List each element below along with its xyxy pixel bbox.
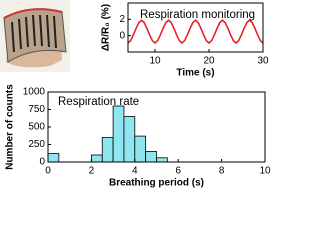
y-tick-label: 750 [28,104,45,115]
y-tick-label: 0 [119,30,125,41]
histogram-bar [101,137,114,163]
page: {"chart_data": [ {"type": "line", "annot… [0,0,271,189]
histogram-bar [134,135,147,163]
x-tick-label: 8 [219,166,225,177]
film-edge [3,8,63,19]
histogram-bar [91,154,103,163]
annotation: Respiration rate [58,96,139,108]
x-tick-label: 6 [175,166,181,177]
x-tick-label: 20 [203,56,215,67]
x-axis-label: Time (s) [176,68,214,79]
y-axis-label: Number of counts [5,84,16,170]
x-tick-label: 10 [259,166,271,177]
plot-frame [127,2,264,53]
y-tick-label: 1000 [23,87,46,98]
histogram-bar [123,116,136,163]
device-photo [0,0,70,72]
histogram-bar [156,157,168,163]
y-tick-label: 500 [28,122,45,133]
x-axis-label: Breathing period (s) [109,178,204,189]
x-tick-label: 10 [149,56,161,67]
annotation: Respiration monitoring [140,9,255,21]
histogram-bar [145,151,157,163]
x-tick-label: 4 [132,166,138,177]
histogram-bar [47,153,60,163]
y-tick-label: 250 [28,139,45,150]
data-line [127,19,264,45]
x-tick-label: 0 [45,166,51,177]
y-tick-label: 2 [119,14,125,25]
y-axis-label: ΔR/R₀ (%) [101,4,112,51]
sensor-pattern [11,14,57,53]
histogram-bar [112,105,125,163]
x-tick-label: 30 [257,56,269,67]
x-tick-label: 2 [89,166,95,177]
y-tick-label: 0 [39,157,45,168]
